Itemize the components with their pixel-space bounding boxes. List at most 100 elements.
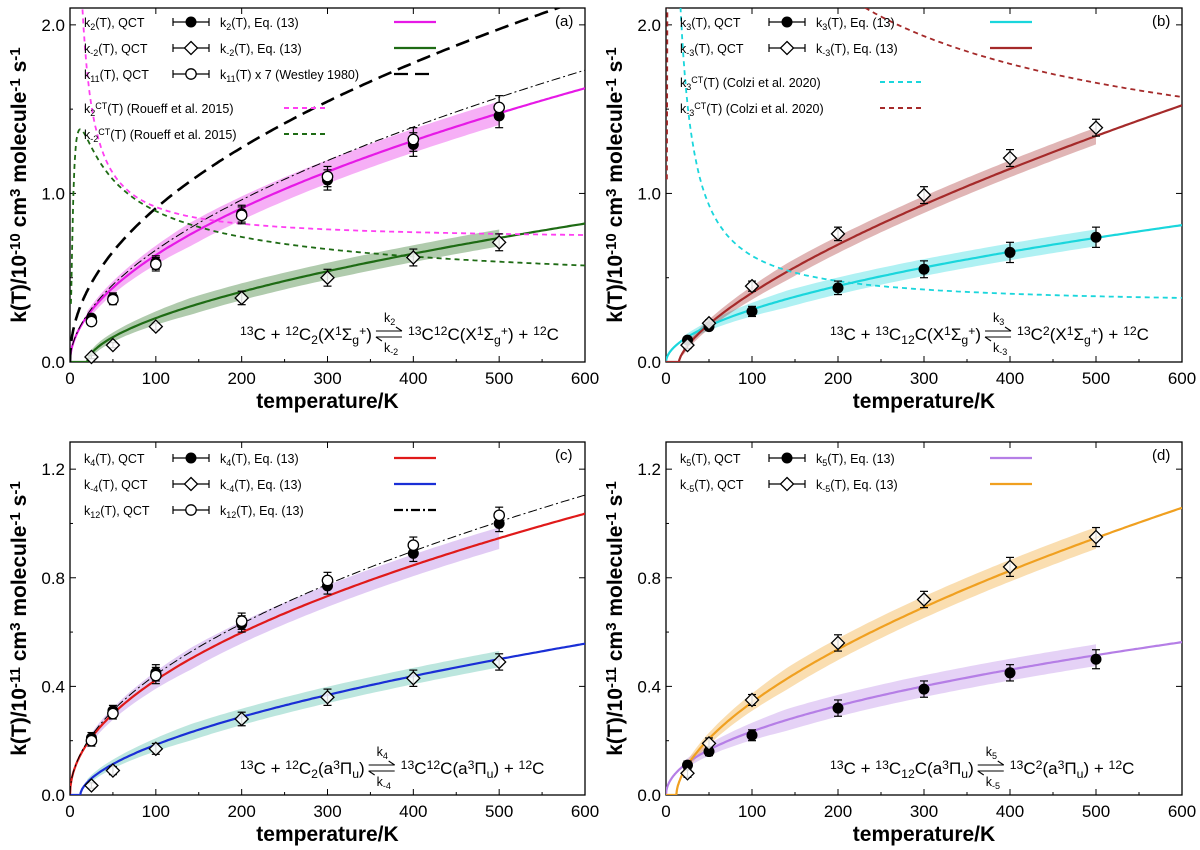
text-part: 12 (427, 758, 441, 772)
x-axis-label: temperature/K (853, 390, 995, 413)
x-tick-label: 100 (142, 369, 170, 388)
data-point (832, 699, 844, 717)
panel-label: (c) (555, 447, 573, 464)
x-tick-label: 200 (824, 369, 852, 388)
x-tick-label: 100 (142, 802, 170, 821)
x-tick-label: 400 (996, 369, 1024, 388)
text-part: 5 (992, 751, 997, 761)
text-part: k (84, 42, 91, 56)
legend-label: k2(T), QCT (84, 16, 145, 32)
data-point (321, 571, 334, 590)
x-tick-label: 0 (65, 369, 74, 388)
data-point (105, 763, 121, 778)
curves-layer (70, 494, 585, 795)
text-part: 12 (226, 510, 236, 520)
text-part: -11 (603, 667, 620, 688)
data-point (493, 506, 506, 525)
text-part: k (84, 504, 91, 518)
text-part: C(a (440, 759, 468, 778)
fit-curve (70, 69, 585, 362)
text-part: -2 (226, 48, 234, 58)
equation-left: 13C + 12C2(a3Πu) (240, 758, 365, 780)
data-point (148, 319, 164, 335)
text-part: -4 (383, 781, 391, 791)
text-part: (T) (Colzi et al. 2020) (703, 76, 820, 90)
text-part: 3 (686, 82, 691, 92)
text-part: -5 (686, 484, 694, 494)
data-point (744, 278, 760, 294)
text-part: 12 (901, 333, 915, 347)
text-part: (T), Eq. (13) (236, 504, 303, 518)
data-point (1088, 118, 1104, 137)
data-point (149, 256, 162, 272)
legend-label: k-3(T), QCT (680, 42, 744, 58)
data-point (105, 337, 121, 353)
data-point (405, 669, 421, 687)
uncertainty-band (87, 101, 500, 321)
text-part: k (84, 452, 91, 466)
text-part: 12 (434, 324, 448, 338)
text-part: -5 (822, 484, 830, 494)
y-axis-label: k(T)/10-10 cm3 molecule-1 s-1 (603, 47, 627, 322)
legend-label: k-3CT(T) (Colzi et al. 2020) (680, 101, 824, 117)
text-part: C (1031, 325, 1043, 344)
text-part: k(T)/10 (604, 688, 627, 756)
legend-marker (183, 40, 199, 56)
text-part: molecule (8, 92, 31, 189)
text-part: Σ (484, 325, 495, 344)
x-tick-label: 500 (1082, 802, 1110, 821)
text-part: -3 (822, 48, 830, 58)
text-part: (T) (Colzi et al. 2020) (706, 102, 823, 116)
legend: k5(T), QCT k5(T), Eq. (13)k-5(T), QCT k-5(… (680, 452, 1032, 494)
reverse-arrow-head (368, 770, 375, 776)
text-part: + (968, 324, 975, 338)
x-tick-label: 0 (661, 802, 670, 821)
text-part: 12 (285, 758, 299, 772)
text-part: k (384, 341, 391, 355)
x-tick-label: 300 (910, 369, 938, 388)
text-part: 3 (603, 189, 620, 197)
fit-curve (666, 104, 1182, 362)
arrow-top-label: k5 (986, 745, 997, 761)
y-tick-label: 2.0 (41, 16, 65, 35)
x-tick-label: 600 (571, 802, 599, 821)
text-part: C + (254, 325, 286, 344)
text-part: 2 (226, 22, 231, 32)
text-part: (T), Eq. (13) (827, 452, 894, 466)
data-point (85, 734, 98, 747)
data-point (234, 290, 250, 306)
legend-marker (185, 68, 197, 80)
text-part: g (352, 333, 359, 347)
legend-label: k2CT(T) (Roueff et al. 2015) (84, 101, 233, 117)
text-part: u (1077, 767, 1084, 781)
text-part: -1 (603, 47, 620, 60)
text-part: 12 (285, 324, 299, 338)
text-part: (T), Eq. (13) (234, 42, 301, 56)
data-point (84, 778, 99, 793)
legend-label: k11(T), QCT (84, 68, 149, 84)
data-point (746, 729, 758, 742)
data-point (1004, 664, 1016, 682)
text-part: -1 (7, 47, 24, 60)
text-part: CT (691, 75, 703, 85)
data-point (320, 688, 335, 706)
legend-fit-label: k12(T), Eq. (13) (220, 504, 304, 520)
arrow-top-label: k3 (993, 311, 1004, 327)
text-part: 13 (875, 758, 889, 772)
x-tick-label: 0 (661, 369, 670, 388)
legend-label: k-4(T), QCT (84, 478, 148, 494)
legend: k4(T), QCT k4(T), Eq. (13)k-4(T), QCT k-4(… (84, 452, 436, 520)
text-part: Π (474, 759, 486, 778)
text-part: cm (8, 197, 31, 233)
text-part: 1 (944, 324, 951, 338)
text-part: k (816, 452, 823, 466)
text-part: (a (318, 759, 334, 778)
text-part: 12 (901, 767, 915, 781)
text-part: (X (318, 325, 335, 344)
text-part: k (384, 311, 391, 325)
text-part: (T), Eq. (13) (827, 16, 894, 30)
chart-panel-b: 0 100 200 300 400 500 600 0.0 1.0 2.0 temperature/… (603, 7, 1196, 413)
text-part: k (220, 16, 227, 30)
text-part: molecule (8, 526, 31, 623)
